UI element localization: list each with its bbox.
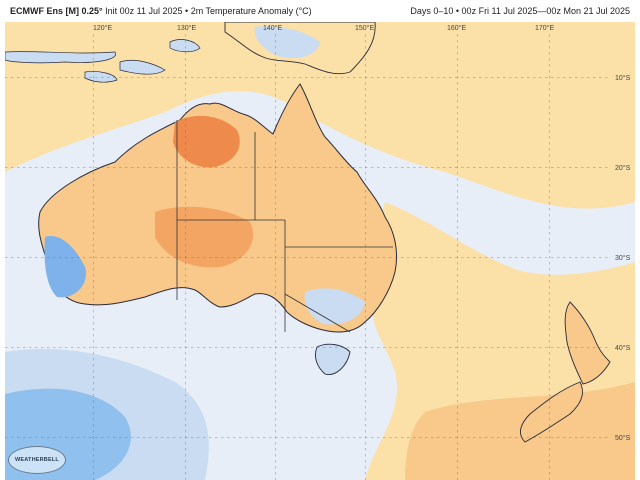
cool-anomaly-tasman	[545, 211, 620, 253]
warm-patch-northeast	[287, 132, 339, 201]
longitude-labels: 120°E 130°E 140°E 150°E 160°E 170°E	[93, 24, 554, 32]
field-name: 2m Temperature Anomaly (°C)	[190, 6, 312, 16]
cold-patch-southwest-wa	[44, 236, 86, 298]
lon-label: 140°E	[263, 24, 282, 32]
heat-core-kimberley	[173, 115, 240, 168]
cool-patch-southeast	[304, 288, 365, 325]
state-borders	[176, 120, 393, 333]
map-svg: 120°E 130°E 140°E 150°E 160°E 170°E 10°S…	[5, 22, 635, 480]
lon-label: 130°E	[177, 24, 196, 32]
valid-range: Days 0–10 • 00z Fri 11 Jul 2025—00z Mon …	[410, 6, 630, 16]
new-zealand-north-island	[564, 301, 611, 385]
indonesian-islands	[5, 39, 201, 83]
cool-patch-new-guinea	[254, 26, 320, 59]
lat-label: 20°S	[615, 164, 631, 172]
init-time: Init 00z 11 Jul 2025	[105, 6, 183, 16]
lat-lon-grid	[5, 34, 608, 480]
lat-label: 40°S	[615, 344, 631, 352]
lat-label: 30°S	[615, 254, 631, 262]
lon-label: 150°E	[355, 24, 374, 32]
model-name: ECMWF Ens [M] 0.25°	[10, 6, 103, 16]
latitude-labels: 10°S 20°S 30°S 40°S 50°S	[615, 74, 631, 442]
lat-label: 50°S	[615, 434, 631, 442]
warm-patch-central	[155, 206, 254, 268]
lon-label: 170°E	[535, 24, 554, 32]
lat-label: 10°S	[615, 74, 631, 82]
new-zealand-south-island	[519, 381, 583, 443]
logo-text: WEATHERBELL	[15, 457, 59, 463]
map-header: ECMWF Ens [M] 0.25° Init 00z 11 Jul 2025…	[0, 0, 640, 22]
header-left: ECMWF Ens [M] 0.25° Init 00z 11 Jul 2025…	[10, 6, 312, 16]
tasmania	[314, 343, 351, 375]
anomaly-map: 120°E 130°E 140°E 150°E 160°E 170°E 10°S…	[5, 22, 635, 480]
weatherbell-logo: WEATHERBELL	[8, 446, 66, 474]
lon-label: 160°E	[447, 24, 466, 32]
lon-label: 120°E	[93, 24, 112, 32]
